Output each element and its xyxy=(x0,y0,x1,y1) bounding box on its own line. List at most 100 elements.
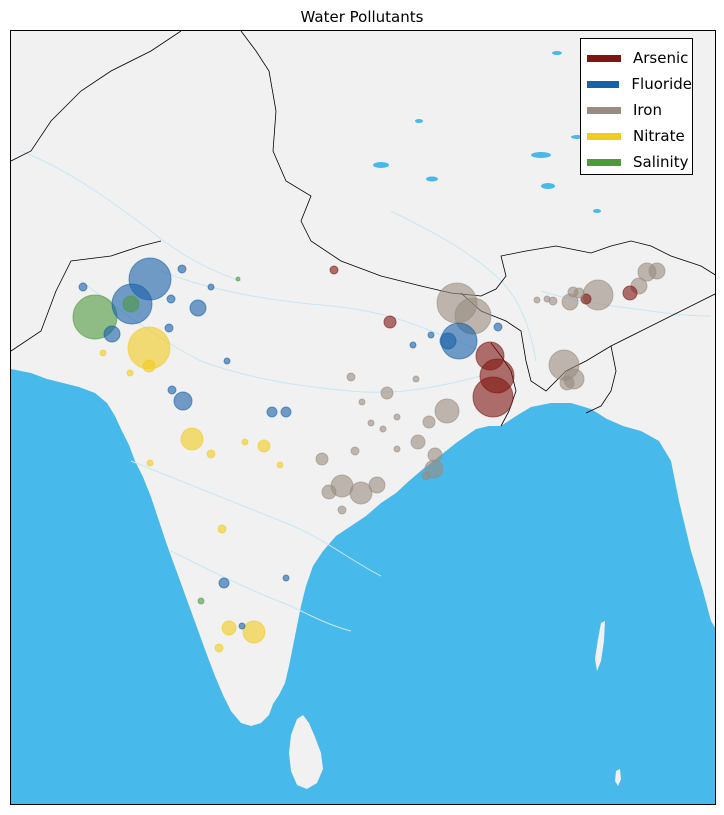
fluoride-marker xyxy=(173,391,193,411)
lake xyxy=(593,209,601,213)
nitrate-marker xyxy=(242,620,266,644)
river xyxy=(80,280,482,393)
iron-marker xyxy=(410,434,426,450)
river xyxy=(390,210,537,362)
india-map xyxy=(11,31,715,804)
legend-swatch xyxy=(587,132,621,140)
border-line xyxy=(585,345,617,414)
mainland xyxy=(11,31,715,726)
iron-marker xyxy=(573,287,585,299)
iron-marker xyxy=(648,262,666,280)
pollutant-markers xyxy=(72,257,666,653)
arsenic-marker xyxy=(622,285,638,301)
fluoride-marker xyxy=(218,577,230,589)
border-line xyxy=(11,240,162,352)
lake xyxy=(426,176,438,182)
legend-item-fluoride: Fluoride xyxy=(587,71,692,97)
fluoride-marker xyxy=(282,574,290,582)
nitrate-marker xyxy=(221,620,237,636)
iron-marker xyxy=(380,386,394,400)
legend: Arsenic Fluoride Iron Nitrate Salinity xyxy=(580,38,693,175)
iron-marker xyxy=(337,505,347,515)
lake xyxy=(541,183,555,189)
fluoride-marker xyxy=(280,406,292,418)
fluoride-marker xyxy=(427,331,435,339)
fluoride-marker xyxy=(439,332,457,350)
arsenic-marker xyxy=(580,293,592,305)
legend-label: Fluoride xyxy=(631,75,692,93)
legend-item-iron: Iron xyxy=(587,97,692,123)
salinity-marker xyxy=(235,276,241,282)
iron-marker xyxy=(412,375,420,383)
iron-marker xyxy=(421,471,431,481)
legend-item-arsenic: Arsenic xyxy=(587,45,692,71)
lake xyxy=(552,51,562,55)
legend-label: Arsenic xyxy=(633,49,689,67)
fluoride-marker xyxy=(223,357,231,365)
nitrate-marker xyxy=(206,449,216,459)
sri-lanka xyxy=(289,715,323,789)
iron-marker xyxy=(349,481,373,505)
fluoride-marker xyxy=(238,622,246,630)
iron-marker xyxy=(434,398,460,424)
nitrate-marker xyxy=(126,369,134,377)
salinity-marker xyxy=(197,597,205,605)
iron-marker xyxy=(368,476,386,494)
nitrate-marker xyxy=(214,643,224,653)
iron-marker xyxy=(358,398,366,406)
fluoride-marker xyxy=(177,264,187,274)
iron-marker xyxy=(393,413,401,421)
nitrate-marker xyxy=(276,461,284,469)
legend-item-nitrate: Nitrate xyxy=(587,123,692,149)
fluoride-marker xyxy=(207,283,215,291)
nitrate-marker xyxy=(241,438,249,446)
legend-label: Nitrate xyxy=(633,127,685,145)
iron-marker xyxy=(393,445,401,453)
iron-marker xyxy=(543,295,551,303)
nitrate-marker xyxy=(257,439,271,453)
iron-marker xyxy=(350,446,360,456)
legend-label: Salinity xyxy=(633,153,689,171)
arsenic-marker xyxy=(329,265,339,275)
fluoride-marker xyxy=(266,406,278,418)
lake xyxy=(531,152,551,158)
nitrate-marker xyxy=(99,349,107,357)
salinity-marker xyxy=(122,295,140,313)
iron-marker xyxy=(379,425,387,433)
iron-marker xyxy=(321,484,337,500)
legend-swatch xyxy=(587,54,621,62)
river xyxy=(170,550,352,632)
nitrate-marker xyxy=(217,524,227,534)
map-frame xyxy=(10,30,716,805)
iron-marker xyxy=(367,419,375,427)
nitrate-marker xyxy=(146,459,154,467)
map-title: Water Pollutants xyxy=(300,8,424,26)
arsenic-marker xyxy=(472,376,514,418)
arsenic-marker xyxy=(383,315,397,329)
border-line xyxy=(11,31,182,162)
nitrate-marker xyxy=(142,359,156,373)
fluoride-marker xyxy=(409,341,417,349)
fluoride-marker xyxy=(493,322,503,332)
fluoride-marker xyxy=(189,299,207,317)
border-line xyxy=(460,292,715,392)
legend-swatch xyxy=(587,80,620,88)
legend-swatch xyxy=(587,106,621,114)
iron-marker xyxy=(559,375,575,391)
iron-marker xyxy=(533,296,541,304)
fluoride-marker xyxy=(167,385,177,395)
fluoride-marker xyxy=(103,325,121,343)
iron-marker xyxy=(315,452,329,466)
river xyxy=(20,150,242,282)
legend-swatch xyxy=(587,158,621,166)
fluoride-marker xyxy=(78,282,88,292)
andaman-island xyxy=(615,769,621,786)
nitrate-marker xyxy=(180,427,204,451)
iron-marker xyxy=(422,415,436,429)
lake xyxy=(415,119,423,123)
andaman-island xyxy=(595,621,605,671)
legend-item-salinity: Salinity xyxy=(587,149,692,175)
fluoride-marker xyxy=(166,294,176,304)
river xyxy=(130,460,382,577)
rivers xyxy=(20,150,712,632)
